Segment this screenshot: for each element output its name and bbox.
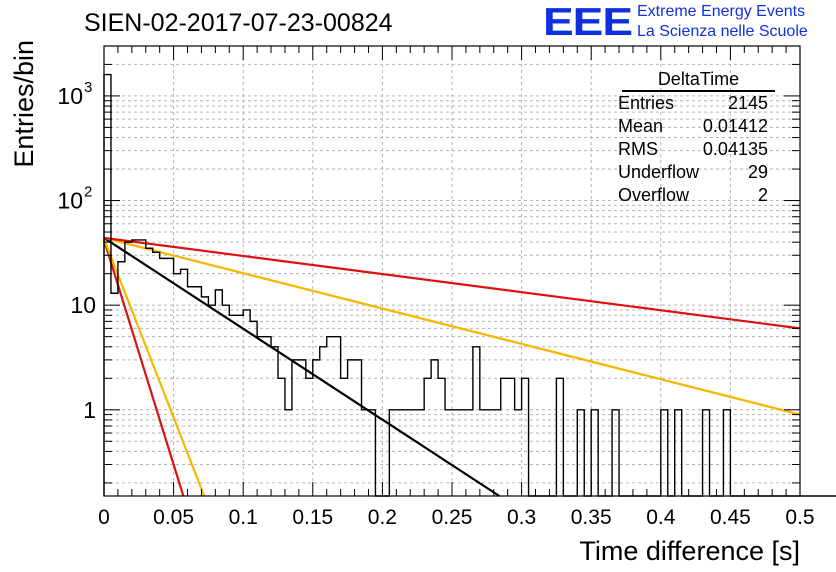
grid-lines — [104, 46, 800, 496]
stats-value: 2 — [757, 185, 768, 205]
logo-caption-line1: Extreme Energy Events — [637, 3, 806, 20]
fit-curve-orange — [102, 238, 206, 497]
x-tick-label: 0.2 — [368, 506, 397, 529]
x-tick-label: 0.35 — [571, 506, 612, 529]
stats-label: Overflow — [618, 185, 690, 205]
stats-box: DeltaTime Entries 2145 Mean 0.01412 RMS 0.0… — [612, 68, 780, 207]
y-tick-exponent: 3 — [84, 79, 92, 96]
y-axis-label: Entries/bin — [9, 40, 39, 168]
y-tick-label: 1 — [83, 397, 96, 423]
axis-ticks — [103, 46, 801, 496]
stats-row-underflow: Underflow 29 — [612, 161, 780, 184]
stats-label: RMS — [618, 139, 658, 159]
x-tick-label: 0.15 — [292, 506, 333, 529]
x-tick-label: 0.45 — [710, 506, 751, 529]
x-tick-label: 0.4 — [646, 506, 676, 529]
stats-box-title: DeltaTime — [622, 68, 775, 92]
stats-row-overflow: Overflow 2 — [612, 184, 780, 207]
axis-tick-labels: 0 0.05 0.1 0.15 0.2 0.25 0.3 0.35 0.4 0.45 0.5 1 10 1… — [57, 79, 814, 529]
stats-value: 0.04135 — [702, 139, 768, 159]
fit-curve-red — [103, 236, 801, 330]
logo-caption-line2: La Scienza nelle Scuole — [637, 23, 808, 40]
x-tick-label: 0.1 — [229, 506, 258, 529]
stats-row-mean: Mean 0.01412 — [612, 115, 780, 138]
fit-curve-orange — [103, 236, 801, 416]
stats-label: Entries — [618, 93, 675, 113]
fit-curves — [102, 236, 801, 497]
y-tick-label: 10 — [57, 188, 83, 214]
x-tick-label: 0.25 — [432, 506, 473, 529]
x-axis-label: Time difference [s] — [579, 536, 800, 566]
stats-row-entries: Entries 2145 — [612, 92, 780, 115]
stats-value: 29 — [747, 162, 768, 182]
stats-label: Mean — [618, 116, 664, 136]
stats-row-rms: RMS 0.04135 — [612, 138, 780, 161]
plot-title: SIEN-02-2017-07-23-00824 — [84, 9, 393, 37]
stats-label: Underflow — [618, 162, 700, 182]
stats-value: 2145 — [727, 93, 768, 113]
fit-curve-red — [102, 239, 185, 497]
fit-curve-black — [103, 236, 500, 497]
y-tick-exponent: 2 — [84, 184, 92, 201]
x-tick-label: 0 — [98, 506, 110, 529]
x-tick-label: 0.3 — [507, 506, 536, 529]
x-tick-label: 0.5 — [785, 506, 814, 529]
y-tick-label: 10 — [70, 292, 96, 318]
eee-logo: EEE — [543, 0, 633, 44]
y-tick-label: 10 — [57, 83, 83, 109]
x-tick-label: 0.05 — [153, 506, 194, 529]
stats-value: 0.01412 — [702, 116, 768, 136]
